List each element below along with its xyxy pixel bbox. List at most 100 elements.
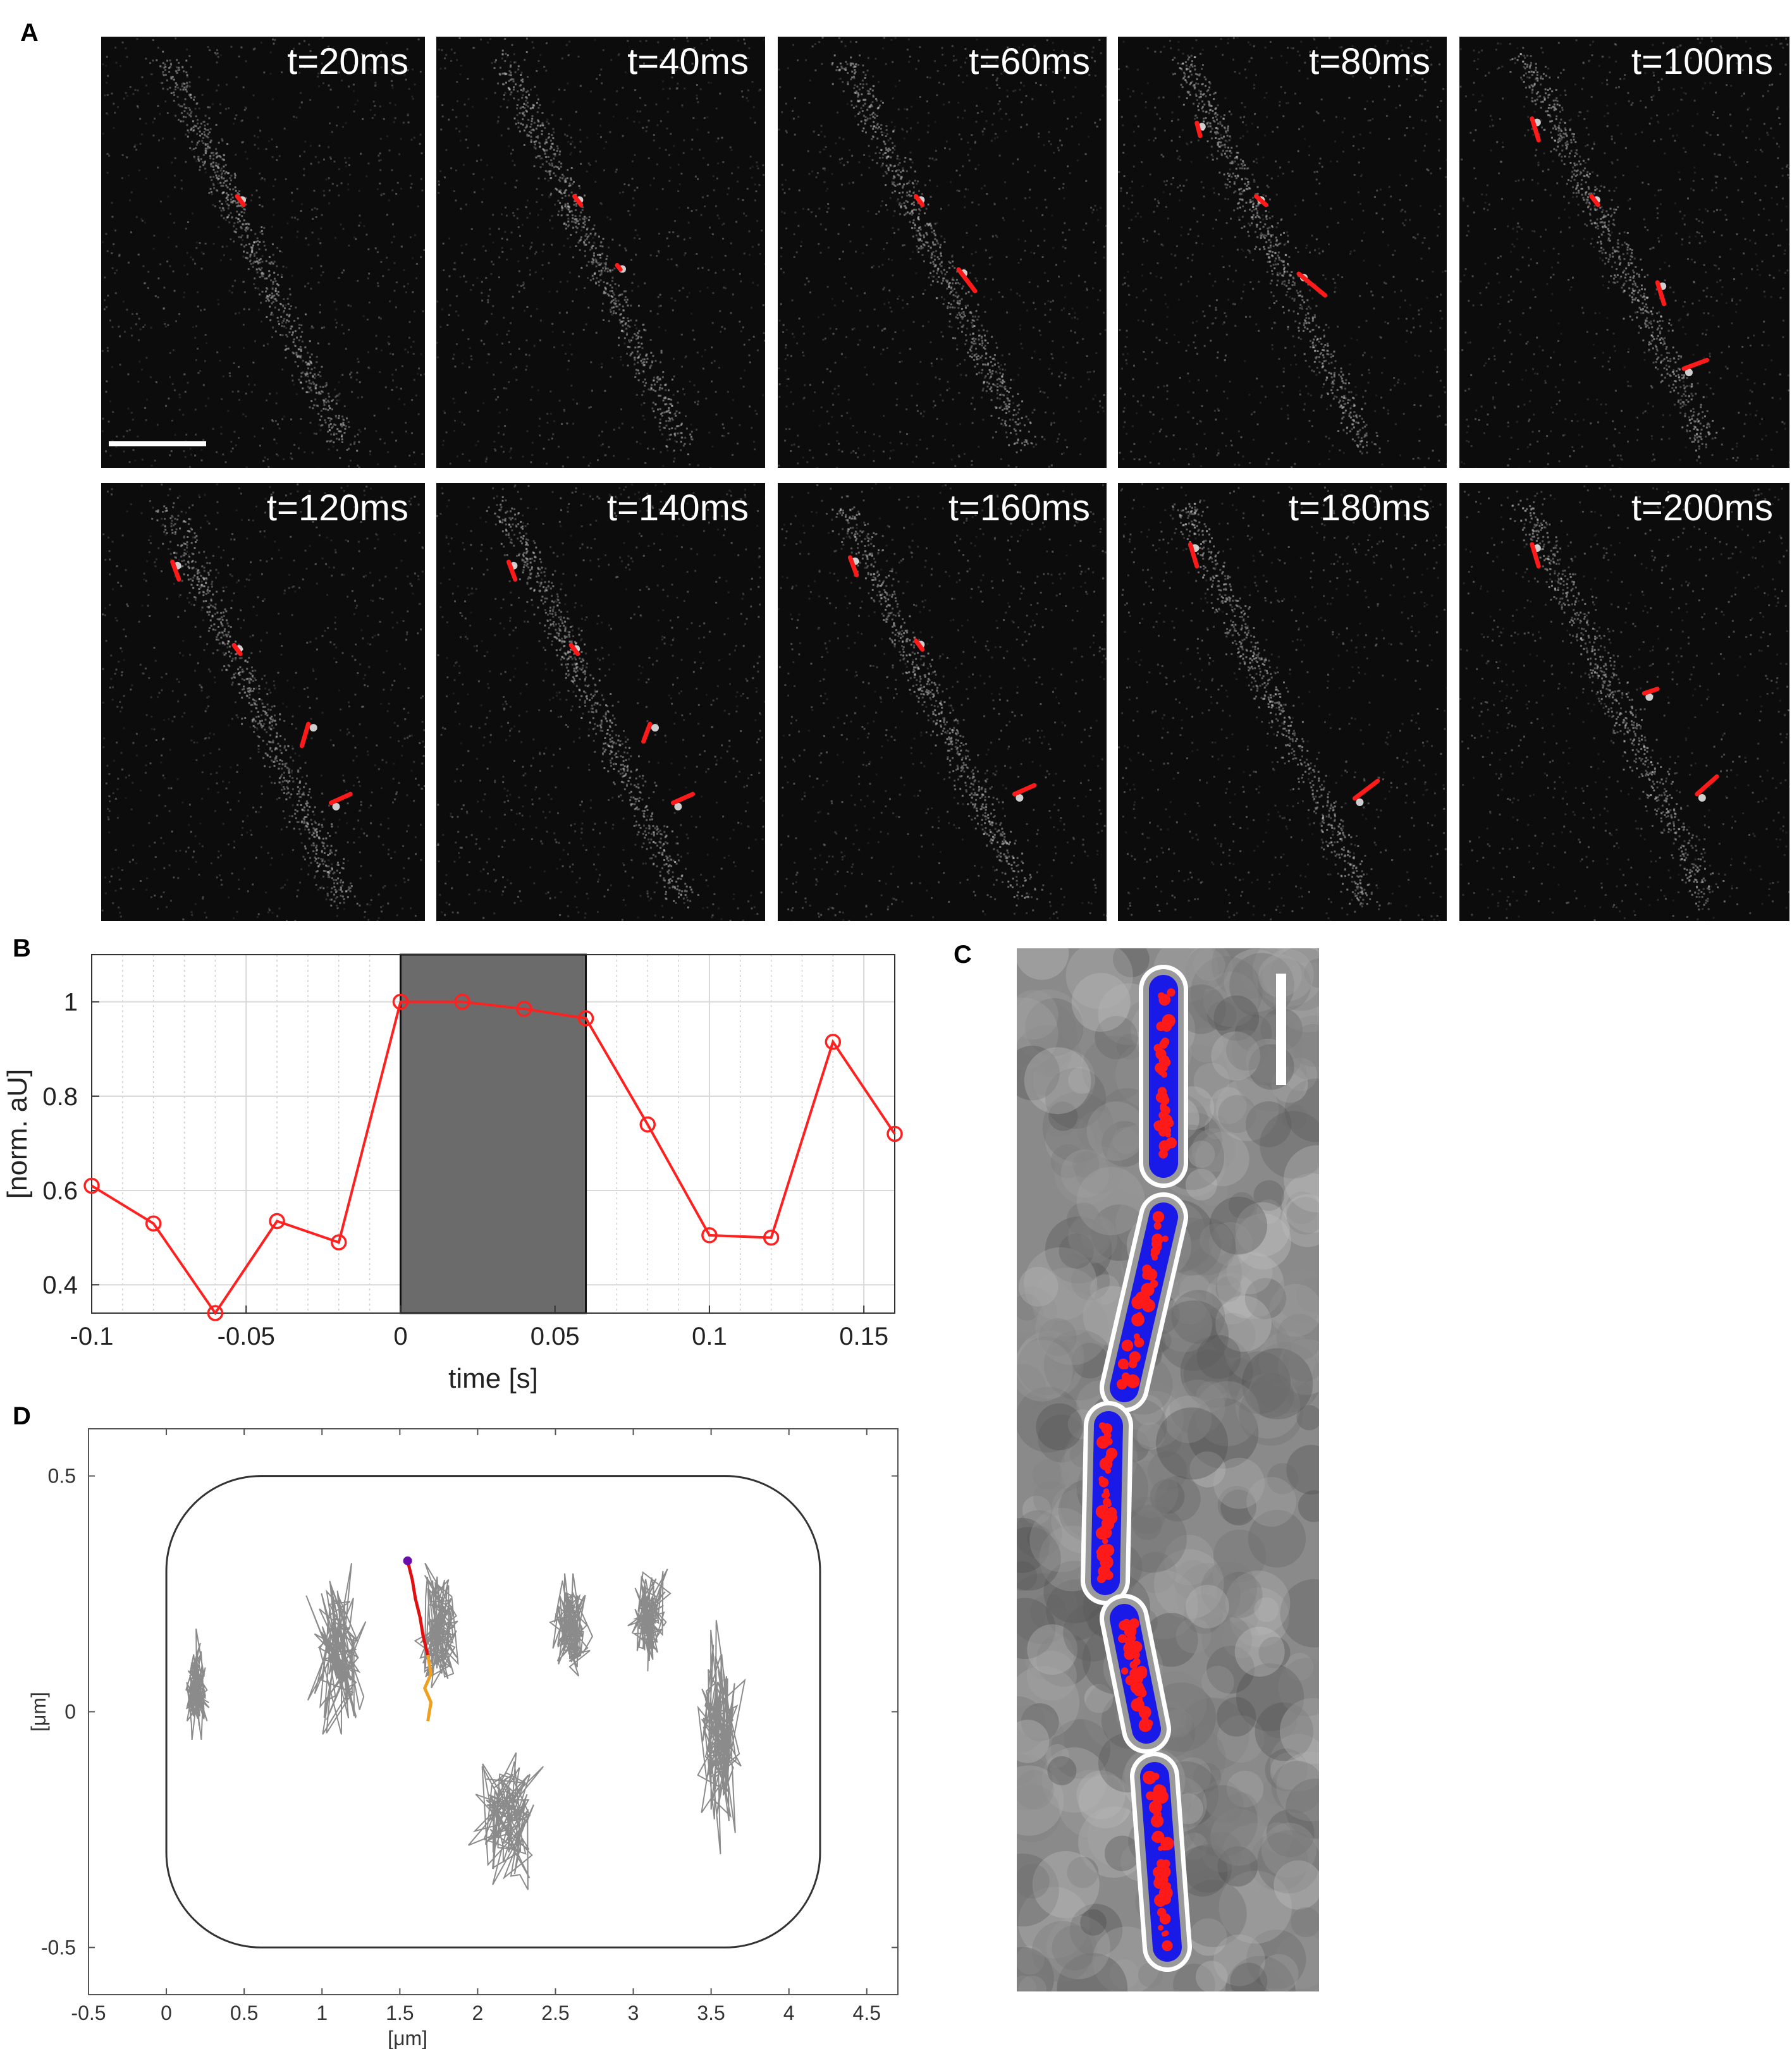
- localization-dot: [1141, 1715, 1149, 1722]
- data-point: [392, 993, 409, 1010]
- x-tick-label: 0: [161, 2002, 172, 2024]
- data-point: [763, 1229, 780, 1246]
- localization-dot: [1158, 1127, 1169, 1137]
- localization-dot: [1158, 1924, 1164, 1931]
- track-streak: [299, 721, 311, 749]
- localization-dot: [1096, 1549, 1103, 1556]
- localization-dot: [1143, 1708, 1150, 1715]
- track-streak: [572, 193, 584, 207]
- localization-dot: [1153, 1044, 1162, 1053]
- localization-dot: [1136, 1314, 1145, 1323]
- x-tick-label: 0: [393, 1323, 407, 1350]
- localization-dot: [1146, 1720, 1153, 1727]
- x-tick-label: -0.5: [71, 2002, 106, 2024]
- localization-dot: [1123, 1642, 1135, 1654]
- localization-dot: [1161, 1071, 1168, 1078]
- cell-chain-image: [1017, 948, 1319, 1991]
- data-point: [269, 1213, 285, 1230]
- microscopy-frame: t=20ms: [101, 37, 425, 468]
- track-streak: [506, 560, 518, 582]
- localization-dot: [1161, 1037, 1170, 1046]
- y-tick-label: 0: [64, 1701, 76, 1723]
- frame-image: [1459, 37, 1789, 468]
- localization-dot: [1098, 1565, 1110, 1578]
- localization-dot: [1158, 994, 1171, 1006]
- track-streak: [1253, 193, 1268, 207]
- highlight-track: [406, 1560, 430, 1656]
- y-axis-label: [norm. aU]: [2, 1069, 33, 1199]
- track-streak: [847, 555, 859, 578]
- localization-dot: [1151, 1814, 1164, 1828]
- trajectory-cluster: [627, 1569, 672, 1672]
- frame-image: [101, 483, 425, 921]
- cell-outline: [165, 1475, 821, 1948]
- localization-dot: [1105, 1500, 1112, 1508]
- x-tick-label: 0.15: [839, 1323, 888, 1350]
- localization-dot: [1133, 1333, 1140, 1340]
- data-point: [516, 1001, 532, 1017]
- localization-dot: [1145, 1268, 1158, 1281]
- frame-time-label: t=200ms: [1631, 487, 1773, 529]
- trajectory-cluster: [548, 1573, 594, 1677]
- frame-time-label: t=120ms: [266, 487, 408, 529]
- localization-dot: [1117, 1359, 1129, 1369]
- localization-dot: [1162, 1235, 1169, 1242]
- y-tick-label: 0.8: [42, 1083, 78, 1111]
- localization-dot: [1129, 1639, 1135, 1646]
- localization-dot: [1105, 1453, 1114, 1463]
- localization-dot: [1162, 1122, 1168, 1128]
- track-streak: [1530, 116, 1541, 143]
- plot-frame: [88, 1428, 899, 1995]
- x-tick-label: 2: [472, 2002, 483, 2024]
- track-streak: [1642, 687, 1660, 696]
- y-tick-label: 1: [64, 989, 78, 1017]
- data-point: [454, 993, 470, 1010]
- localization-dot: [1165, 1137, 1177, 1149]
- frame-image: [101, 37, 425, 468]
- scale-bar: [109, 441, 206, 446]
- microscopy-frame: t=160ms: [778, 483, 1107, 921]
- localization-dot: [1161, 1931, 1167, 1937]
- x-tick-label: 3.5: [697, 2002, 725, 2024]
- trajectory-chart: -0.5 0 0.5 1 1.5 2 2.5 3 3.5 4 4.5 -0.5 0 0.5 [μm] [μm]: [27, 1428, 899, 2049]
- localization-dot: [1105, 1438, 1113, 1446]
- track-streak: [1296, 271, 1328, 298]
- frame-image: [436, 483, 765, 921]
- track-streak: [1012, 783, 1037, 797]
- localization-dot: [1134, 1337, 1145, 1348]
- localization-dot: [1132, 1658, 1141, 1666]
- localization-dot: [1155, 1125, 1160, 1130]
- track-streak: [956, 267, 978, 293]
- localization-dot: [1157, 1907, 1167, 1917]
- x-tick-label: 4.5: [853, 2002, 881, 2024]
- track-streak: [329, 792, 353, 805]
- microscopy-frame: t=140ms: [436, 483, 765, 921]
- frame-time-label: t=60ms: [969, 41, 1090, 82]
- localization-dot: [1129, 1618, 1139, 1629]
- frame-image: [1459, 485, 1789, 921]
- localization-dot: [1167, 988, 1175, 997]
- localization-dot: [1153, 1876, 1166, 1889]
- x-tick-label: 4: [783, 2002, 795, 2024]
- localization-dot: [1131, 1295, 1146, 1309]
- track-streak: [1194, 120, 1203, 138]
- frame-time-label: t=40ms: [627, 41, 749, 82]
- localization-dot: [1156, 1021, 1166, 1031]
- x-axis-label: [μm]: [388, 2027, 427, 2049]
- trajectory-cluster: [468, 1752, 544, 1890]
- x-tick-label: 2.5: [541, 2002, 569, 2024]
- data-point: [887, 1125, 903, 1142]
- track-streak: [615, 262, 623, 272]
- frame-image: [778, 37, 1107, 468]
- frame-time-label: t=80ms: [1309, 41, 1430, 82]
- track-streak: [170, 560, 181, 582]
- track-streak: [913, 193, 925, 207]
- shaded-interval: [399, 953, 587, 1314]
- localization-dot: [1102, 1538, 1108, 1544]
- microscopy-frame: t=200ms: [1459, 483, 1789, 921]
- x-axis-label: time [s]: [448, 1363, 538, 1394]
- x-tick-label: 3: [628, 2002, 639, 2024]
- frame-time-label: t=160ms: [948, 487, 1090, 529]
- track-streak: [1681, 358, 1709, 371]
- y-tick-label: 0.5: [48, 1465, 76, 1488]
